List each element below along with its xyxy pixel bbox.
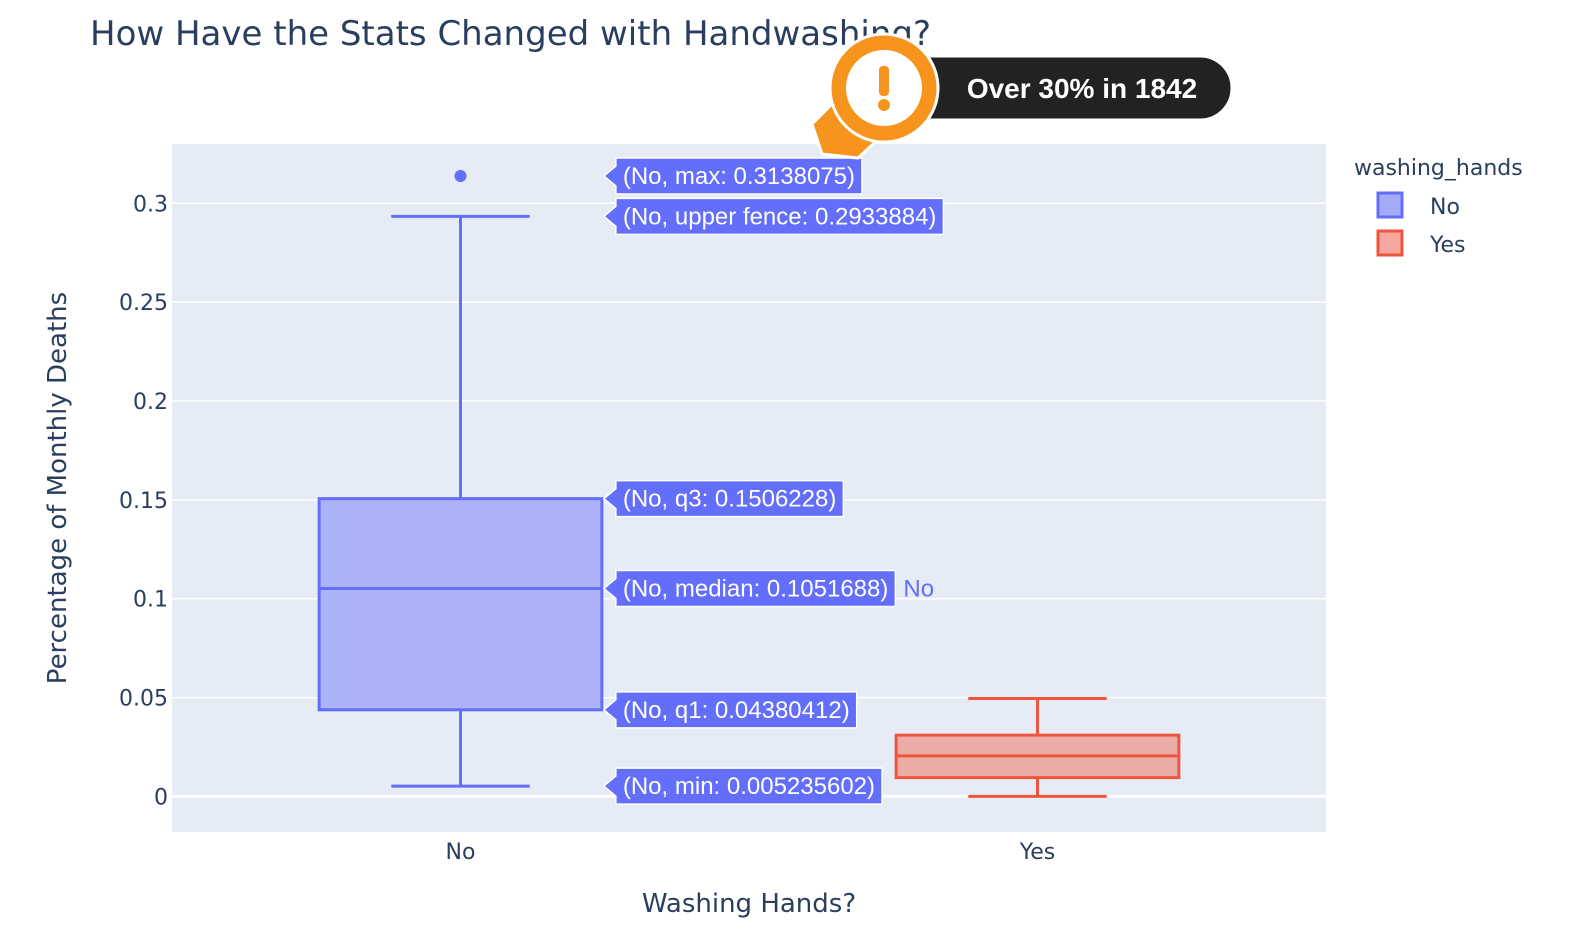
callout-text: Over 30% in 1842 bbox=[967, 73, 1197, 104]
boxes bbox=[317, 170, 1181, 798]
x-tick-label: No bbox=[446, 840, 476, 865]
hover-label-box bbox=[602, 479, 845, 518]
y-tick-label: 0.1 bbox=[133, 588, 168, 613]
hover-label-text: (No, median: 0.1051688) bbox=[623, 575, 889, 602]
y-tick-label: 0.3 bbox=[133, 192, 168, 217]
hover-label-max: (No, max: 0.3138075) bbox=[602, 157, 863, 195]
hover-label-text: (No, min: 0.005235602) bbox=[623, 773, 875, 800]
hover-label-text: (No, q1: 0.04380412) bbox=[623, 697, 850, 724]
y-tick-label: 0.15 bbox=[119, 489, 168, 514]
y-tick-label: 0.2 bbox=[133, 390, 168, 415]
box-yes bbox=[894, 697, 1181, 798]
box-no bbox=[317, 170, 604, 788]
legend: washing_hands No Yes bbox=[1354, 156, 1523, 258]
y-tick-label: 0.25 bbox=[119, 291, 168, 316]
x-tick-label: Yes bbox=[1019, 840, 1056, 865]
legend-label-no: No bbox=[1430, 195, 1460, 220]
legend-label-yes: Yes bbox=[1429, 233, 1466, 258]
hover-label-box bbox=[602, 197, 945, 236]
hover-label-q3: (No, q3: 0.1506228) bbox=[602, 479, 845, 518]
hover-label-text: (No, max: 0.3138075) bbox=[623, 163, 855, 190]
iqr-box bbox=[317, 497, 604, 712]
hover-label-name: No bbox=[903, 575, 934, 602]
hover-labels: (No, max: 0.3138075) (No, upper fence: 0.… bbox=[602, 157, 945, 805]
x-axis-ticks: No Yes bbox=[446, 840, 1056, 865]
callout-annotation: Over 30% in 1842 bbox=[810, 32, 1234, 160]
y-tick-label: 0.05 bbox=[119, 687, 168, 712]
hover-label-box bbox=[602, 767, 883, 805]
hover-label-text: (No, q3: 0.1506228) bbox=[623, 486, 836, 513]
y-tick-label: 0 bbox=[154, 785, 168, 810]
y-axis-title: Percentage of Monthly Deaths bbox=[43, 292, 73, 684]
legend-swatch-no bbox=[1376, 191, 1404, 219]
hover-label-box bbox=[602, 691, 858, 729]
chart-title: How Have the Stats Changed with Handwash… bbox=[90, 14, 931, 54]
hover-label-min: (No, min: 0.005235602) bbox=[602, 767, 883, 805]
hover-label-box bbox=[602, 569, 897, 608]
exclamation-icon bbox=[878, 66, 890, 111]
hover-label-text: (No, upper fence: 0.2933884) bbox=[623, 203, 937, 230]
legend-item-yes[interactable]: Yes bbox=[1376, 229, 1466, 258]
outlier-point bbox=[454, 170, 467, 183]
legend-swatch-yes bbox=[1376, 229, 1404, 257]
hover-label-q1: (No, q1: 0.04380412) bbox=[602, 691, 858, 729]
hover-label-box bbox=[602, 157, 863, 195]
y-axis-ticks: 0 0.05 0.1 0.15 0.2 0.25 0.3 bbox=[119, 192, 168, 810]
hover-label-upper-fence: (No, upper fence: 0.2933884) bbox=[602, 197, 945, 236]
hover-label-median: (No, median: 0.1051688) No bbox=[602, 569, 934, 608]
x-axis-title: Washing Hands? bbox=[642, 889, 856, 919]
legend-title: washing_hands bbox=[1354, 156, 1523, 181]
legend-item-no[interactable]: No bbox=[1376, 191, 1460, 220]
